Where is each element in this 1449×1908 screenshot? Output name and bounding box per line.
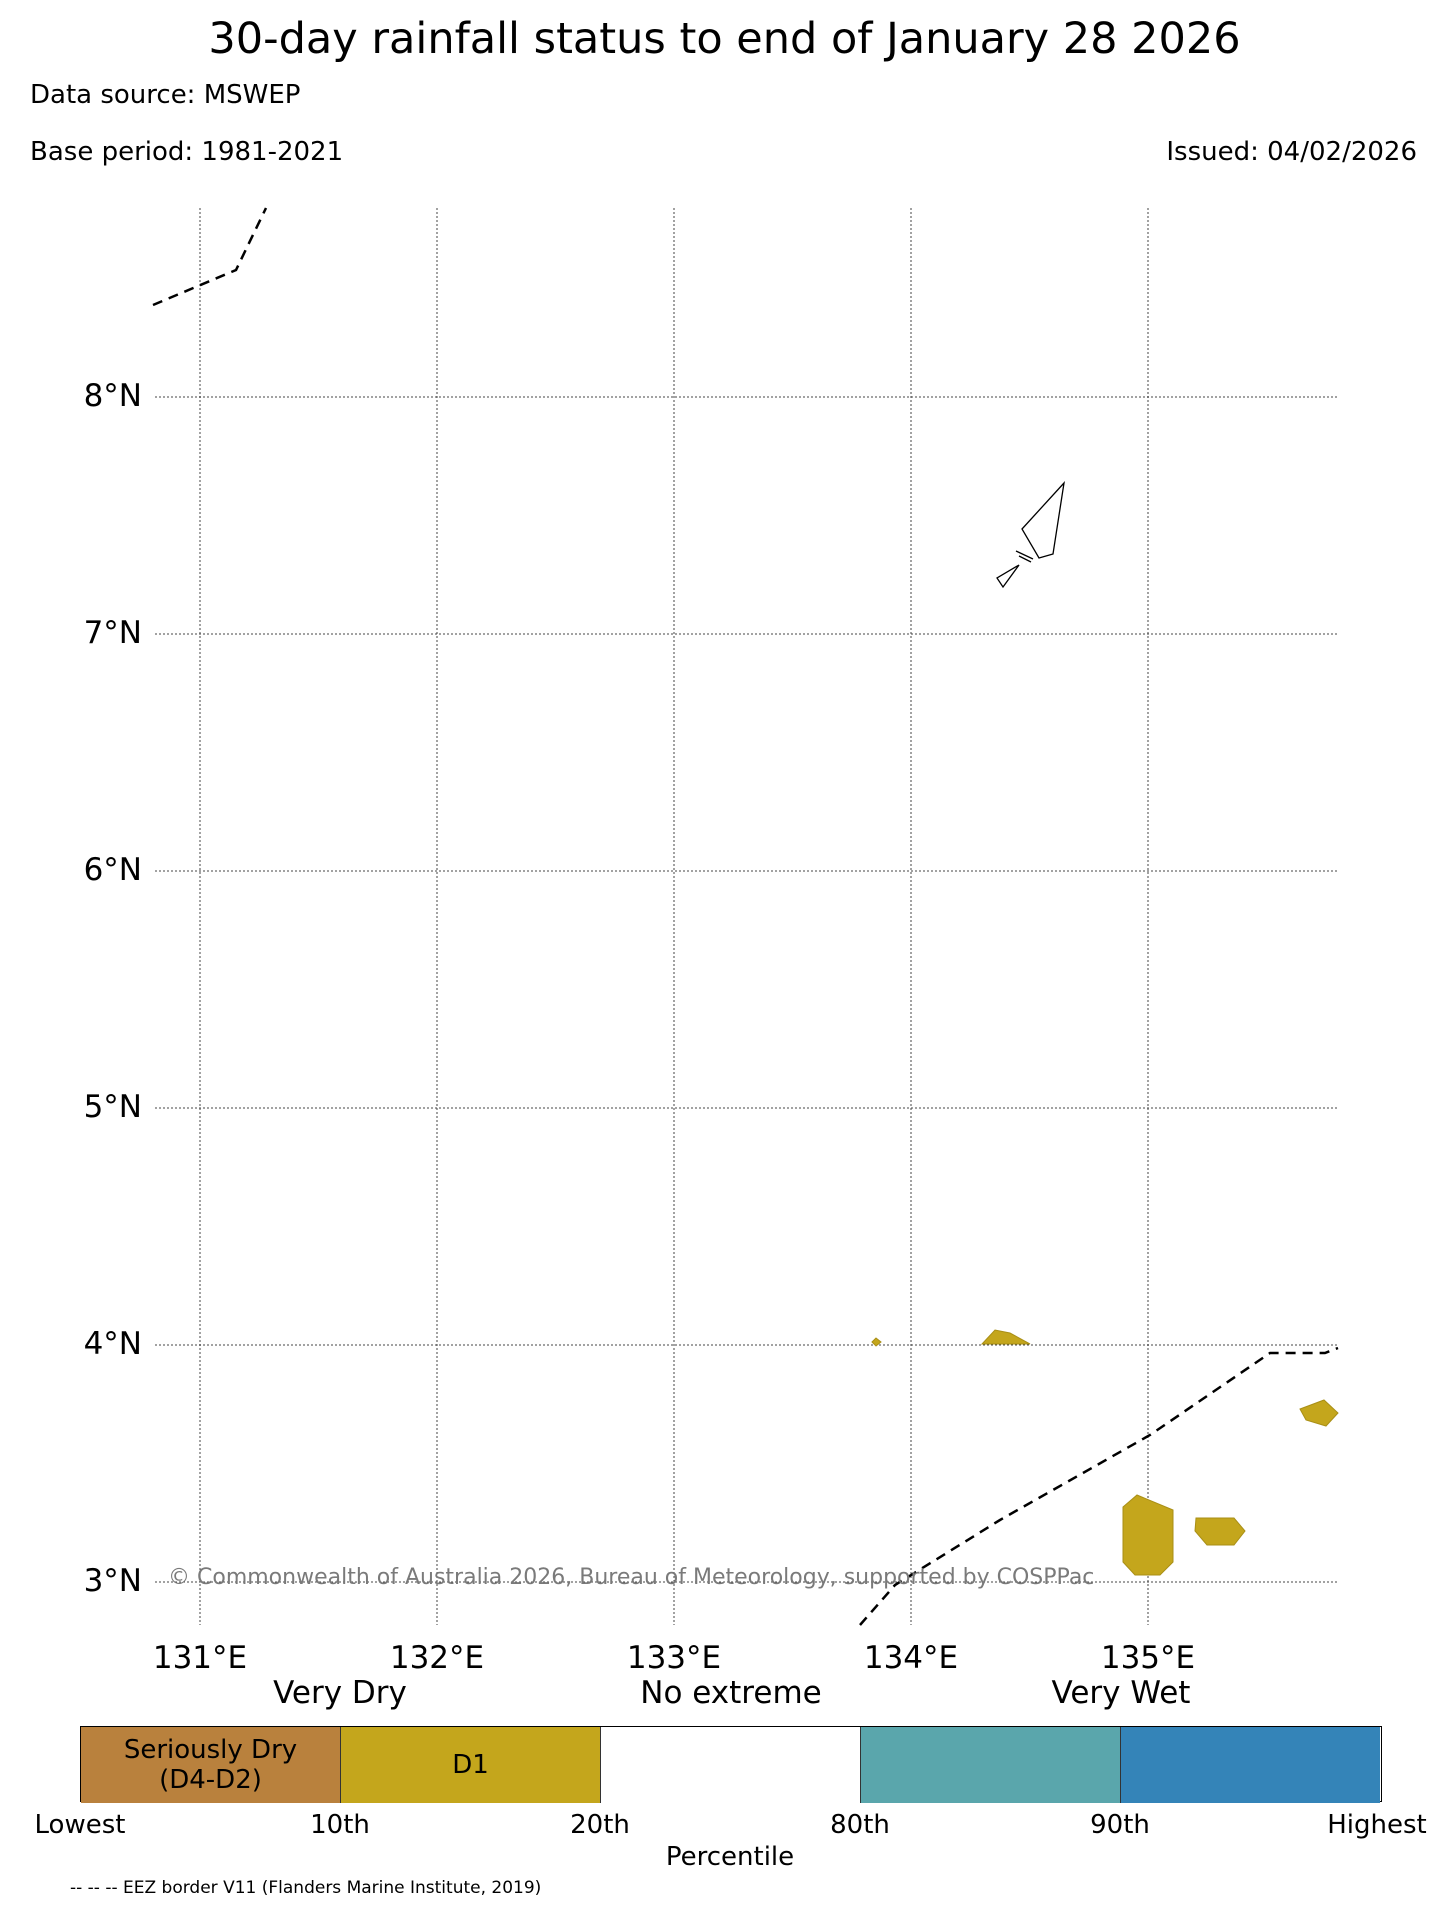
lon-label: 135°E xyxy=(1100,1640,1196,1676)
lon-label: 133°E xyxy=(626,1640,722,1676)
legend-segment-90th-highest xyxy=(1121,1727,1380,1803)
legend-category-very-wet: Very Wet xyxy=(1051,1675,1191,1711)
legend-segment-label: D1 xyxy=(452,1750,489,1780)
map-title: 30-day rainfall status to end of January… xyxy=(208,14,1241,64)
percentile-tick: 10th xyxy=(310,1810,370,1840)
percentile-tick: 90th xyxy=(1090,1810,1150,1840)
lat-label: 3°N xyxy=(83,1563,142,1599)
lon-label: 131°E xyxy=(152,1640,248,1676)
lat-label: 4°N xyxy=(83,1326,142,1362)
eez-border-north xyxy=(152,207,268,307)
d1-patch xyxy=(1299,1399,1339,1427)
percentile-tick: 20th xyxy=(570,1810,630,1840)
lat-label: 5°N xyxy=(83,1089,142,1125)
percentile-tick: Lowest xyxy=(34,1810,126,1840)
legend-segment-d1: D1 xyxy=(341,1727,601,1803)
lat-label: 8°N xyxy=(83,378,142,414)
lon-label: 132°E xyxy=(389,1640,485,1676)
copyright-notice: © Commonwealth of Australia 2026, Bureau… xyxy=(168,1565,1095,1590)
legend-category-no-extreme: No extreme xyxy=(640,1675,822,1711)
data-source: Data source: MSWEP xyxy=(30,80,301,110)
gridlines xyxy=(155,208,1338,1625)
legend-category-very-dry: Very Dry xyxy=(273,1675,407,1711)
rainfall-map xyxy=(152,207,1339,1626)
legend-segment-80th-90th xyxy=(861,1727,1121,1803)
d1-patch xyxy=(1194,1517,1246,1546)
eez-footnote: -- -- -- EEZ border V11 (Flanders Marine… xyxy=(70,1878,542,1898)
d1-patch xyxy=(980,1329,1031,1345)
d1-patches xyxy=(871,1329,1339,1576)
percentile-axis-label: Percentile xyxy=(665,1842,795,1872)
babeldaob-island xyxy=(1021,480,1065,559)
issued-date: Issued: 04/02/2026 xyxy=(1166,137,1417,167)
legend-segment-no-extreme xyxy=(601,1727,861,1803)
legend-colorbar: Seriously Dry (D4-D2) D1 xyxy=(80,1726,1382,1803)
peleliu-island xyxy=(996,564,1020,589)
legend-segment-label: Seriously Dry xyxy=(123,1735,298,1765)
legend-segment-label: (D4-D2) xyxy=(159,1765,262,1795)
lat-label: 7°N xyxy=(83,615,142,651)
d1-patch xyxy=(871,1337,882,1347)
base-period: Base period: 1981-2021 xyxy=(30,137,344,167)
rock-islands-1 xyxy=(1015,550,1034,560)
percentile-tick: Highest xyxy=(1327,1810,1427,1840)
percentile-tick: 80th xyxy=(830,1810,890,1840)
lat-label: 6°N xyxy=(83,852,142,888)
d1-patch xyxy=(1122,1494,1174,1576)
legend-segment-seriously-dry: Seriously Dry (D4-D2) xyxy=(81,1727,341,1803)
eez-border-south xyxy=(859,1346,1339,1626)
palau-islands xyxy=(996,480,1065,589)
lon-label: 134°E xyxy=(863,1640,959,1676)
rock-islands-2 xyxy=(1018,555,1032,563)
